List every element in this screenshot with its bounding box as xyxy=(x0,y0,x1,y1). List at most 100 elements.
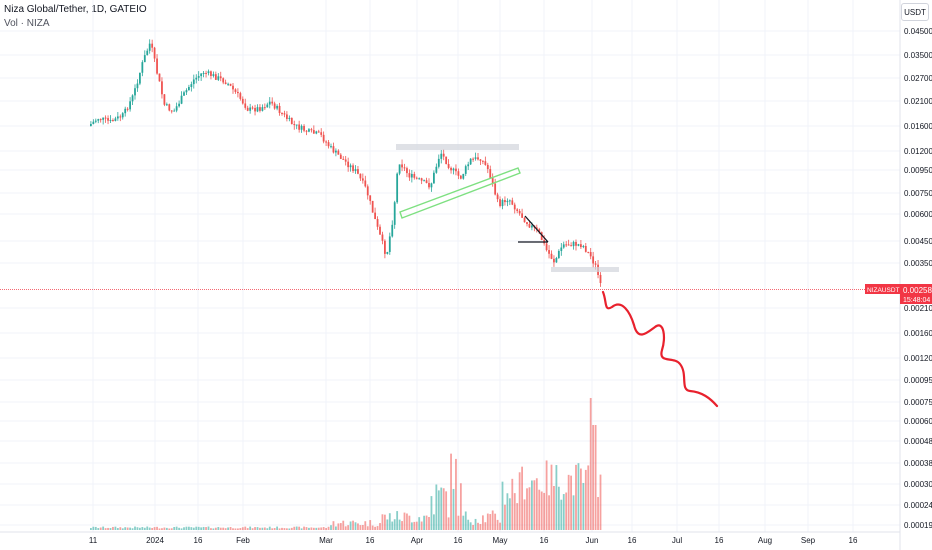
candle-body xyxy=(545,243,548,251)
candle-body xyxy=(540,232,543,241)
candle-body xyxy=(97,119,100,121)
volume-bar xyxy=(310,527,313,530)
volume-bar xyxy=(180,528,183,530)
volume-bars xyxy=(90,398,602,530)
volume-bar xyxy=(339,523,342,530)
volume-bar xyxy=(491,510,494,530)
drawings xyxy=(0,144,900,408)
candle-body xyxy=(99,119,102,121)
volume-bar xyxy=(273,528,276,530)
volume-bar xyxy=(349,521,352,530)
volume-bar xyxy=(158,528,161,530)
volume-bar xyxy=(146,526,149,530)
candle-body xyxy=(580,244,582,248)
candle-body xyxy=(256,107,259,112)
volume-bar xyxy=(413,521,416,530)
volume-bar xyxy=(234,528,237,530)
candle-body xyxy=(433,172,435,184)
volume-bar xyxy=(205,527,207,530)
candle-body xyxy=(310,129,313,131)
volume-bar xyxy=(462,515,465,530)
candle-body xyxy=(406,168,408,174)
candle-body xyxy=(548,250,550,254)
volume-bar xyxy=(415,521,418,530)
volume-bar xyxy=(163,527,166,530)
time-tick-label: Aug xyxy=(758,536,772,545)
candle-body xyxy=(102,117,105,120)
candle-body xyxy=(234,89,237,92)
candle-body xyxy=(290,117,293,125)
volume-bar xyxy=(489,514,492,530)
volume-bar xyxy=(501,481,504,530)
candle-body xyxy=(288,117,291,119)
candle-body xyxy=(518,210,521,214)
volume-bar xyxy=(433,514,435,530)
volume-bar xyxy=(457,515,460,530)
volume-bar xyxy=(584,469,587,530)
volume-bar xyxy=(114,526,117,530)
volume-bar xyxy=(232,528,234,530)
candle-body xyxy=(531,225,533,228)
candle-body xyxy=(295,124,298,126)
volume-bar xyxy=(197,526,200,530)
candle-body xyxy=(192,79,195,85)
time-tick-label: Apr xyxy=(411,536,424,545)
volume-bar xyxy=(477,522,479,530)
volume-bar xyxy=(381,514,384,530)
volume-bar xyxy=(148,527,151,530)
candle-body xyxy=(153,47,156,59)
volume-bar xyxy=(335,526,337,530)
volume-bar xyxy=(366,526,369,530)
volume-bar xyxy=(214,527,217,530)
volume-bar xyxy=(92,526,95,530)
candle-body xyxy=(244,103,247,108)
candle-body xyxy=(357,169,359,174)
candle-body xyxy=(386,251,389,254)
candle-body xyxy=(504,200,506,203)
candle-body xyxy=(322,134,325,142)
time-tick-label: 16 xyxy=(628,536,637,545)
candle-body xyxy=(92,121,95,124)
volume-bar xyxy=(398,519,401,530)
candle-body xyxy=(214,74,217,80)
candle-body xyxy=(388,236,391,252)
price-scale-unit-button[interactable]: USDT xyxy=(901,3,929,21)
candle-body xyxy=(538,229,541,233)
time-tick-label: 11 xyxy=(89,536,98,545)
volume-bar xyxy=(440,487,443,530)
volume-bar xyxy=(178,527,180,530)
candle-body xyxy=(315,131,318,134)
volume-bar xyxy=(575,464,577,530)
volume-bar xyxy=(249,526,252,530)
volume-bar xyxy=(153,527,156,530)
volume-bar xyxy=(143,527,146,530)
volume-bar xyxy=(97,528,100,530)
candle-body xyxy=(330,146,332,148)
candle-body xyxy=(508,200,511,202)
volume-bar xyxy=(371,525,374,530)
volume-bar xyxy=(300,528,303,530)
candle-body xyxy=(354,169,357,172)
candle-body xyxy=(349,165,352,168)
candle-body xyxy=(418,178,421,180)
candle-body xyxy=(599,274,602,284)
volume-bar xyxy=(246,528,249,530)
candle-body xyxy=(577,244,580,246)
volume-bar xyxy=(354,522,357,530)
volume-bar xyxy=(594,425,597,530)
volume-bar xyxy=(317,527,320,530)
volume-bar xyxy=(531,480,533,530)
volume-bar xyxy=(305,527,308,530)
candle-body xyxy=(222,78,225,83)
candle-body xyxy=(320,132,323,135)
candle-body xyxy=(361,178,364,181)
candle-body xyxy=(528,224,531,228)
volume-bar xyxy=(447,517,450,530)
candle-body xyxy=(165,104,168,106)
candle-body xyxy=(437,158,440,167)
candle-body xyxy=(227,83,229,85)
volume-bar xyxy=(268,526,271,530)
